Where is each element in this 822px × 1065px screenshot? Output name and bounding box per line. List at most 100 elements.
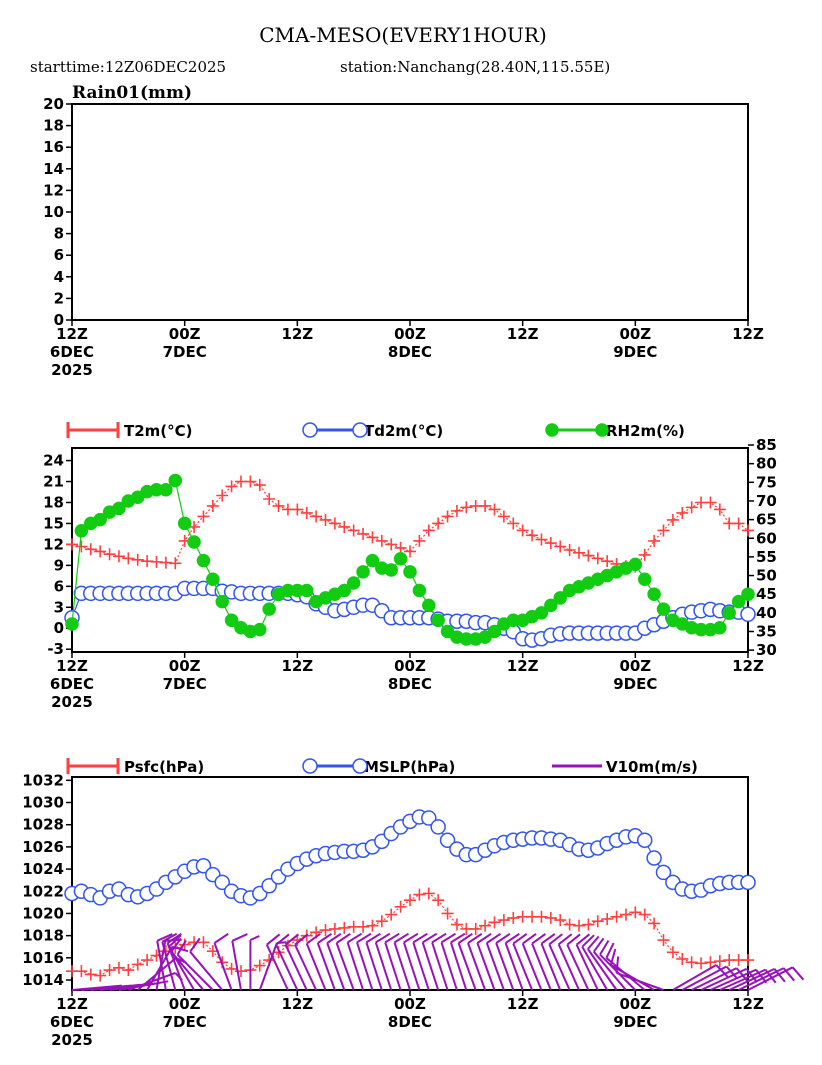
pres-y-tick-label: 1030 [22, 794, 64, 812]
psfc-point [404, 894, 416, 907]
psfc-point [554, 914, 567, 927]
rh-right-y-tick-label: 80 [756, 455, 777, 473]
t2m-point [742, 524, 754, 537]
temp-left-y-tick-label: 18 [43, 493, 64, 511]
wind-barb [587, 935, 618, 991]
rain-y-tick-label: 20 [43, 95, 64, 113]
wind-barb [374, 932, 393, 991]
wind-barb [275, 933, 299, 991]
temp-x-tick-label: 7DEC [163, 675, 207, 693]
psfc-point [357, 920, 370, 933]
rain-y-tick-label: 14 [43, 160, 64, 178]
psfc-point [591, 915, 604, 928]
psfc-point [657, 934, 670, 947]
temp-left-y-tick-label: 24 [43, 452, 64, 470]
rh-right-y-tick-label: 35 [756, 622, 777, 640]
rain-y-tick-label: 16 [43, 138, 64, 156]
t2m-point [666, 513, 679, 526]
temp-left-y-tick-label: 12 [43, 535, 64, 553]
rh2m-point [262, 602, 276, 616]
rh2m-point [196, 553, 211, 568]
temp-x-tick-label: 8DEC [388, 675, 432, 693]
legend-mslp-symbol-marker [352, 758, 368, 774]
rain-y-tick-label: 8 [54, 225, 64, 243]
t2m-point [84, 543, 97, 556]
t2m-point [554, 540, 567, 553]
rain-x-tick-label: 2025 [51, 361, 93, 379]
t2m-point [507, 517, 520, 530]
temp-x-tick-label: 00Z [394, 657, 426, 675]
t2m-point [450, 504, 463, 517]
t2m-point [460, 501, 473, 514]
temp-x-tick-label: 12Z [732, 657, 764, 675]
mslp-point [439, 832, 456, 848]
rh2m-point [177, 516, 192, 531]
rh2m-point [299, 583, 314, 598]
psfc-point [253, 959, 266, 972]
t2m-point [404, 545, 416, 558]
wind-barb [557, 933, 580, 991]
pres-x-tick-label: 6DEC [50, 1013, 94, 1031]
rh2m-point [253, 622, 267, 637]
wind-barb [431, 932, 449, 991]
temp-x-tick-label: 00Z [619, 657, 651, 675]
psfc-point [225, 962, 238, 975]
wind-barb [161, 932, 178, 991]
t2m-point [638, 548, 651, 561]
subtitle-station: station:Nanchang(28.40N,115.55E) [340, 58, 610, 76]
t2m-point [713, 503, 726, 516]
legend-td2m-symbol-marker [352, 422, 368, 438]
t2m-point [122, 552, 135, 565]
psfc-point [666, 946, 679, 959]
legend-td2m-symbol-marker [302, 422, 318, 438]
t2m-point [300, 506, 313, 519]
wind-barb [592, 937, 627, 991]
wind-barb [457, 932, 477, 991]
psfc-point [742, 954, 754, 967]
psfc-point [385, 908, 398, 921]
rh-right-y-tick-label: 30 [756, 641, 777, 659]
t2m-point [328, 517, 341, 530]
rain-x-tick-label: 9DEC [613, 343, 657, 361]
pres-x-tick-label: 00Z [169, 995, 201, 1013]
psfc-point [122, 964, 135, 977]
t2m-point [94, 545, 107, 558]
t2m-point [497, 510, 510, 523]
wind-barb [365, 932, 383, 991]
t2m-point [319, 513, 332, 526]
psfc-point [441, 907, 454, 920]
wind-barb [467, 932, 487, 991]
rh2m-point [159, 483, 173, 497]
rh2m-point [74, 524, 89, 538]
pres-y-tick-label: 1024 [22, 860, 64, 878]
t2m-point [591, 552, 604, 565]
rain-x-tick-label: 12Z [732, 325, 764, 343]
rh2m-point [215, 594, 229, 609]
legend-t2m: T2m(°C) [124, 422, 193, 440]
t2m-point [441, 510, 454, 523]
chart-title: CMA-MESO(EVERY1HOUR) [259, 23, 547, 47]
rh2m-point [656, 602, 671, 616]
pres-y-tick-label: 1016 [22, 949, 64, 967]
psfc-point [648, 917, 661, 930]
wind-barb [294, 933, 318, 991]
pres-y-tick-label: 1022 [22, 882, 64, 900]
temperature-legend: T2m(°C) Td2m(°C) RH2m(%) [66, 422, 685, 440]
temp-left-y-tick-label: 0 [54, 619, 64, 637]
psfc-point [629, 906, 642, 919]
wind-barb [335, 932, 355, 991]
wind-barb [681, 965, 739, 991]
psfc-point [131, 958, 144, 971]
t2m-point [685, 501, 698, 514]
rh-right-y-tick-label: 50 [756, 567, 777, 585]
pres-x-tick-label: 00Z [394, 995, 426, 1013]
psfc-point [84, 968, 97, 981]
pres-y-tick-label: 1020 [22, 904, 64, 922]
t2m-point [216, 489, 229, 502]
wind-barb [476, 932, 496, 991]
pres-x-tick-label: 12Z [56, 995, 88, 1013]
wind-barb [747, 966, 805, 991]
